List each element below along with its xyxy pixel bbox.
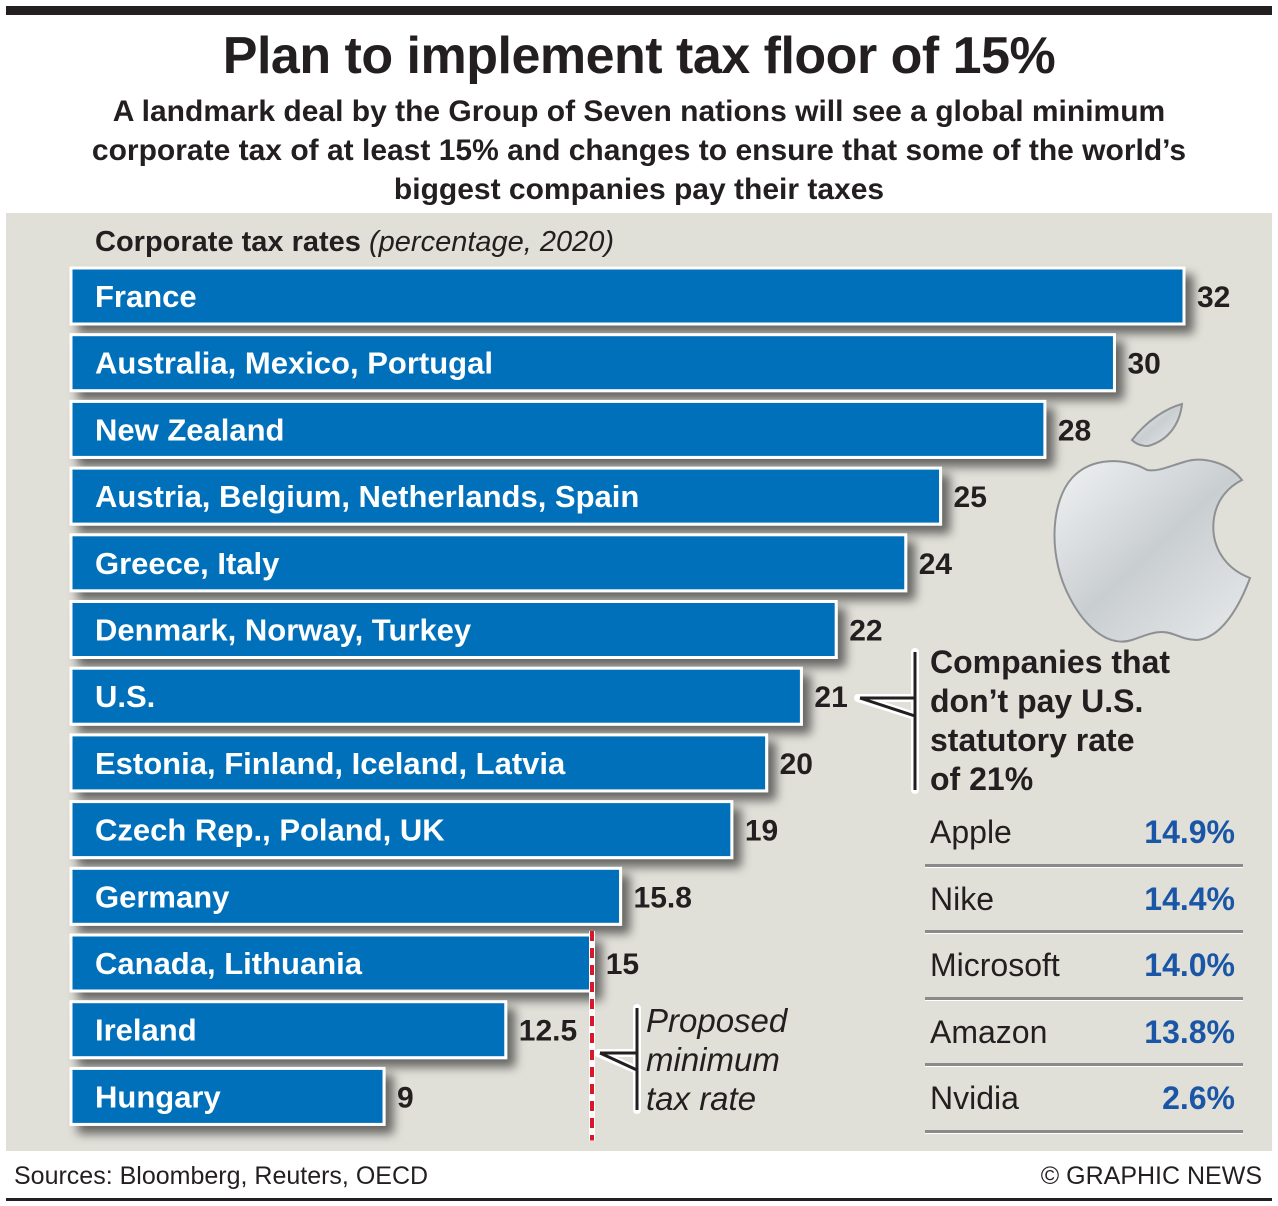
bar — [69, 466, 943, 526]
company-row: Microsoft 14.0% — [925, 933, 1243, 1000]
proposed-bracket — [599, 1008, 639, 1110]
bar-category-label: Austria, Belgium, Netherlands, Spain — [95, 479, 639, 514]
bar — [69, 1066, 386, 1126]
bar-value-label: 25 — [954, 481, 987, 514]
bar-value-label: 24 — [919, 548, 953, 581]
callout-title-line: of 21% — [930, 761, 1034, 797]
brackets-group — [594, 648, 919, 1114]
bar-value-label: 30 — [1127, 348, 1160, 381]
bar — [69, 933, 595, 993]
page-subtitle: A landmark deal by the Group of Seven na… — [91, 95, 1187, 206]
company-name: Amazon — [930, 1013, 1048, 1050]
bar-category-label: Greece, Italy — [95, 546, 280, 581]
proposed-note-line: tax rate — [646, 1080, 757, 1117]
company-name: Nvidia — [930, 1080, 1019, 1116]
bar-value-label: 28 — [1058, 414, 1091, 447]
company-name: Nike — [930, 880, 995, 917]
top-rule — [6, 6, 1272, 15]
bar-value-label: 9 — [397, 1081, 414, 1114]
proposed-bracket-outline — [594, 1004, 641, 1114]
apple-logo-icon — [1053, 402, 1252, 643]
bar — [69, 866, 623, 926]
company-row: Amazon 13.8% — [925, 1000, 1243, 1066]
bar-category-label: Estonia, Finland, Iceland, Latvia — [95, 746, 566, 781]
company-rate: 13.8% — [1144, 1013, 1235, 1050]
bars-group: France 32 Australia, Mexico, Portugal 30 New… — [69, 266, 1230, 1126]
bar — [69, 1000, 508, 1060]
bar-category-label: Australia, Mexico, Portugal — [95, 346, 493, 381]
us-bracket-outline — [854, 648, 919, 794]
company-rate: 14.0% — [1144, 947, 1235, 983]
bar-value-label: 12.5 — [519, 1015, 577, 1048]
proposed-note-line: Proposed — [646, 1002, 788, 1039]
bar — [69, 733, 769, 793]
bar-value-label: 21 — [814, 681, 847, 714]
company-name: Microsoft — [930, 947, 1060, 983]
bar — [69, 399, 1047, 459]
company-rate: 2.6% — [1162, 1080, 1235, 1116]
page-title: Plan to implement tax floor of 15% — [222, 27, 1056, 85]
bar-value-label: 15.8 — [634, 881, 692, 914]
sources-text: Sources: Bloomberg, Reuters, OECD — [14, 1162, 429, 1190]
bar-category-label: Germany — [95, 879, 230, 914]
chart-title-main: Corporate tax rates — [95, 226, 361, 258]
chart-title: Corporate tax rates (percentage, 2020) — [95, 226, 614, 259]
chart-title-qualifier: (percentage, 2020) — [369, 226, 615, 258]
company-rate: 14.9% — [1144, 814, 1235, 850]
us-bracket — [859, 652, 917, 790]
bar-value-label: 19 — [745, 815, 778, 848]
callout-title: Companies that don’t pay U.S. statutory … — [930, 643, 1170, 799]
bar-category-label: Denmark, Norway, Turkey — [95, 613, 472, 648]
callout-title-line: statutory rate — [930, 722, 1135, 758]
proposed-note-line: minimum — [646, 1041, 780, 1078]
company-row: Apple 14.9% — [925, 800, 1243, 867]
bar-category-label: Ireland — [95, 1013, 197, 1048]
company-row: Nvidia 2.6% — [925, 1066, 1243, 1133]
bar-category-label: Czech Rep., Poland, UK — [95, 813, 445, 848]
bar-value-label: 15 — [606, 948, 639, 981]
company-rate: 14.4% — [1144, 880, 1235, 917]
bar — [69, 266, 1186, 326]
bar — [69, 333, 1116, 393]
bar-category-label: U.S. — [95, 679, 155, 714]
bottom-rule — [6, 1198, 1272, 1201]
company-name: Apple — [930, 814, 1012, 850]
bar-category-label: France — [95, 279, 197, 314]
callout-title-line: don’t pay U.S. — [930, 683, 1144, 719]
bar-category-label: Canada, Lithuania — [95, 946, 363, 981]
company-tax-table: Apple 14.9% Nike 14.4% Microsoft 14.0% A… — [925, 800, 1243, 1133]
bar — [69, 666, 803, 726]
proposed-minimum-note: Proposed minimum tax rate — [646, 1001, 787, 1118]
credit-text: © GRAPHIC NEWS — [1040, 1162, 1262, 1190]
bar-value-label: 22 — [849, 615, 882, 648]
callout-title-line: Companies that — [930, 644, 1171, 680]
company-row: Nike 14.4% — [925, 867, 1243, 933]
bar-category-label: Hungary — [95, 1079, 222, 1114]
bar — [69, 800, 734, 860]
bar-value-label: 20 — [780, 748, 813, 781]
bar — [69, 600, 838, 659]
bar-category-label: New Zealand — [95, 412, 285, 447]
bar — [69, 533, 908, 593]
bar-value-label: 32 — [1197, 281, 1230, 314]
